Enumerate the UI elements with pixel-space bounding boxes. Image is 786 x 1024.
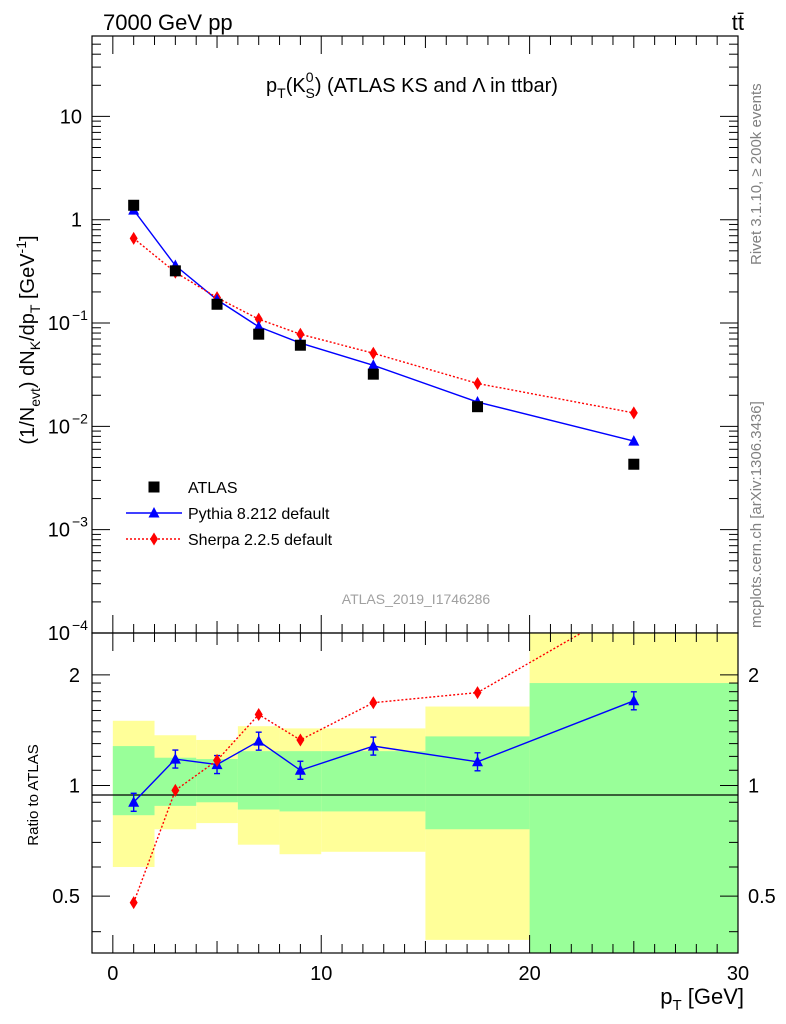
main-data-point <box>253 320 265 332</box>
main-data-point <box>294 339 306 351</box>
header-process: tt̄ <box>732 10 744 35</box>
y-tick-label-exponent: −2 <box>72 410 88 426</box>
y-tick-label: 10 <box>48 313 70 335</box>
y-tick-label: 10 <box>60 106 82 128</box>
x-tick-label: 20 <box>518 963 540 985</box>
ratio-data-point <box>171 783 180 797</box>
analysis-watermark: ATLAS_2019_I1746286 <box>342 591 491 607</box>
y-tick-label: 10 <box>48 520 70 542</box>
ratio-data-point <box>254 708 263 722</box>
uncertainty-band-stat <box>425 736 530 830</box>
legend-marker <box>150 532 158 546</box>
main-data-point <box>254 312 263 326</box>
ratio-data-point <box>129 896 138 910</box>
ratio-y-tick-label: 0.5 <box>52 886 80 908</box>
x-axis-label: pT [GeV] <box>660 984 744 1014</box>
uncertainty-band-stat <box>529 683 738 953</box>
header-energy: 7000 GeV pp <box>103 10 233 35</box>
y-tick-label: 10 <box>48 623 70 645</box>
main-data-point <box>253 328 265 340</box>
main-data-point <box>367 368 379 380</box>
main-y-axis-label: (1/Nevt) dNK/dpT [GeV-1] <box>13 235 43 444</box>
main-data-point <box>296 327 305 341</box>
ratio-y-tick-label: 2 <box>69 665 80 687</box>
ratio-y-axis-label: Ratio to ATLAS <box>25 744 42 845</box>
ratio-data-point <box>213 753 222 767</box>
main-data-point <box>472 401 484 413</box>
main-data-point <box>473 376 482 390</box>
legend-label: Sherpa 2.2.5 default <box>188 532 333 549</box>
main-data-point <box>628 435 640 446</box>
ratio-y-tick-label-right: 0.5 <box>748 886 776 908</box>
ratio-data-point <box>369 696 378 710</box>
x-tick-label: 30 <box>727 963 749 985</box>
main-data-point <box>369 346 378 360</box>
plot-title: pT(K0 S) (ATLAS KS and Λ in ttbar) <box>266 69 558 101</box>
legend-marker <box>148 481 160 493</box>
ratio-data-point <box>473 686 482 700</box>
uncertainty-band-stat <box>321 751 426 812</box>
ratio-data-point <box>253 735 265 746</box>
ratio-y-tick-label-right: 1 <box>748 775 759 797</box>
y-tick-label-exponent: −1 <box>72 307 88 323</box>
legend: ATLAS Pythia 8.212 default Sherpa 2.2.5 de… <box>126 480 333 549</box>
ratio-y-tick-label-right: 2 <box>748 665 759 687</box>
legend-label: ATLAS <box>188 480 238 497</box>
ratio-data-point <box>367 740 379 751</box>
uncertainty-band-stat <box>237 751 280 810</box>
rivet-label: Rivet 3.1.10, ≥ 200k events <box>748 83 765 265</box>
main-data-point <box>128 199 140 211</box>
main-data-point <box>211 298 223 310</box>
main-data-point <box>129 231 138 245</box>
main-series-line <box>133 209 634 442</box>
y-tick-label: 10 <box>48 416 70 438</box>
main-data-point <box>367 359 379 370</box>
main-series-line <box>133 237 634 414</box>
ratio-data-point <box>472 755 484 767</box>
ratio-y-tick-label: 1 <box>69 775 80 797</box>
main-data-point <box>629 406 638 420</box>
x-tick-label: 0 <box>107 963 118 985</box>
ratio-data-point <box>628 694 640 706</box>
ratio-data-point <box>169 753 181 764</box>
ratio-series-line <box>133 700 635 803</box>
mcplots-label: mcplots.cern.ch [arXiv:1306.3436] <box>748 401 765 628</box>
ratio-series-line <box>133 632 582 903</box>
legend-label: Pythia 8.212 default <box>188 506 330 523</box>
ratio-data-point <box>296 733 305 747</box>
x-tick-label: 10 <box>310 963 332 985</box>
ratio-data-point <box>128 796 140 807</box>
y-tick-label: 1 <box>71 210 82 232</box>
legend-marker <box>148 507 160 518</box>
main-data-point <box>628 458 640 470</box>
main-data-point <box>169 265 181 277</box>
y-tick-label-exponent: −3 <box>72 514 88 530</box>
ratio-frame <box>91 632 739 954</box>
ratio-data-point <box>294 764 306 775</box>
ratio-panel: 0.5 0.51 12 20 10 20 30 <box>52 632 776 985</box>
y-tick-label-exponent: −4 <box>72 617 88 633</box>
